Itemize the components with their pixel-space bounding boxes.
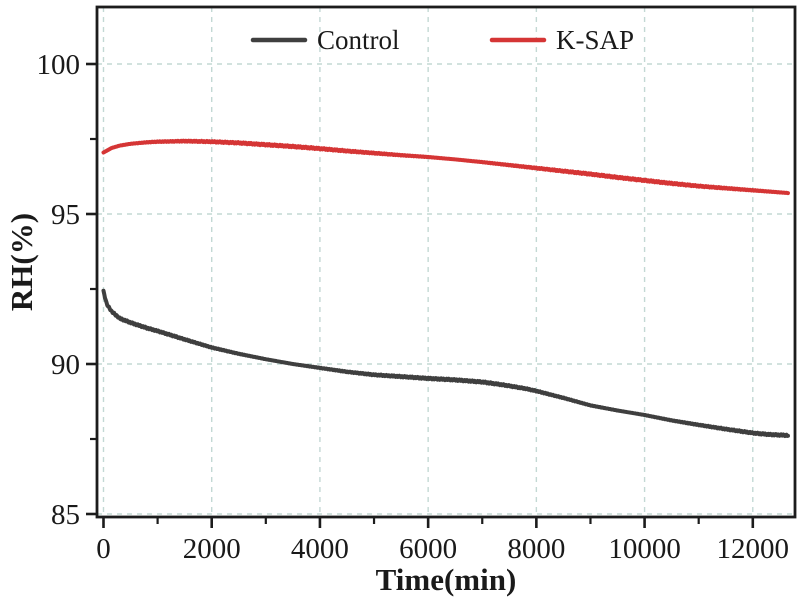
y-tick-label: 95	[51, 199, 80, 231]
plot-frame	[95, 5, 797, 519]
x-tick-label: 12000	[717, 533, 790, 565]
legend-label: Control	[317, 25, 400, 55]
y-tick-label: 100	[37, 49, 81, 81]
x-axis-title: Time(min)	[376, 562, 517, 597]
legend-item-control: Control	[250, 25, 400, 55]
y-axis-title: RH(%)	[4, 213, 39, 311]
x-tick-label: 4000	[291, 533, 349, 565]
tick-labels: 0 2000 4000 6000 8000 10000 12000 85 90 95 100	[37, 49, 790, 565]
x-tick-label: 10000	[608, 533, 681, 565]
grid-lines	[97, 7, 795, 517]
axis-ticks	[86, 62, 755, 528]
x-tick-label: 2000	[183, 533, 241, 565]
legend: Control K-SAP	[250, 25, 634, 55]
legend-label: K-SAP	[556, 25, 634, 55]
series-line-k-sap	[101, 138, 790, 196]
series-group	[101, 138, 790, 439]
x-tick-label: 0	[96, 533, 111, 565]
x-tick-label: 8000	[507, 533, 565, 565]
y-tick-label: 85	[51, 499, 80, 531]
y-tick-label: 90	[51, 349, 80, 381]
x-tick-label: 6000	[399, 533, 457, 565]
legend-item-k-sap: K-SAP	[489, 25, 634, 55]
series-line-control	[101, 288, 790, 439]
